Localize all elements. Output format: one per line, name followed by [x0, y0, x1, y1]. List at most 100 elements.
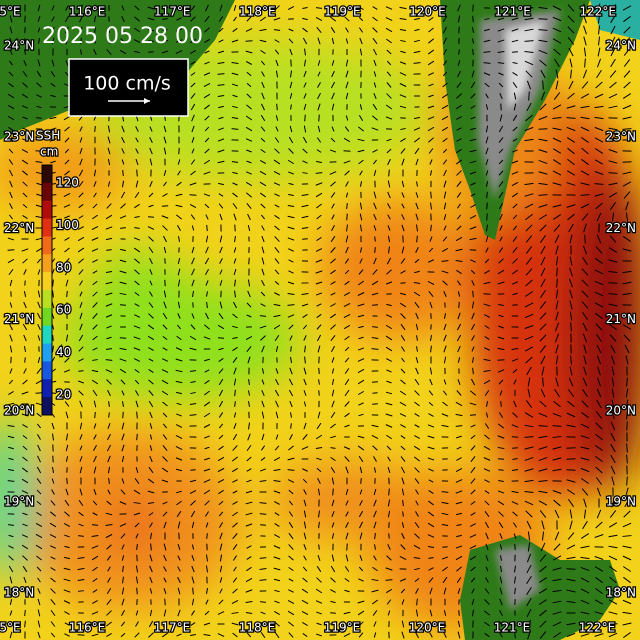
vector — [386, 49, 392, 55]
colorbar-swatch — [42, 290, 52, 309]
vector — [584, 58, 586, 68]
vector — [331, 126, 335, 132]
vector — [175, 347, 183, 351]
vector — [134, 478, 140, 484]
vector — [218, 500, 224, 506]
vector — [442, 26, 448, 34]
vector — [371, 381, 379, 383]
vector — [442, 566, 448, 572]
vector — [458, 26, 460, 34]
vector — [594, 556, 604, 560]
vector — [512, 458, 518, 460]
vector — [416, 235, 418, 243]
vector — [497, 347, 505, 351]
vector — [428, 567, 434, 571]
vector — [120, 203, 126, 209]
vector — [514, 631, 516, 639]
vector — [135, 390, 139, 396]
vector — [189, 347, 197, 351]
vector — [373, 225, 377, 231]
vector — [357, 445, 365, 451]
vector — [51, 16, 55, 22]
vector — [106, 588, 112, 594]
vector — [63, 192, 71, 198]
vector — [260, 445, 266, 451]
vector — [190, 16, 196, 22]
vector — [497, 28, 505, 32]
vector — [287, 226, 295, 230]
vector — [582, 322, 588, 332]
vector — [441, 523, 449, 527]
vector — [582, 245, 588, 255]
vector — [539, 565, 547, 573]
vector — [134, 191, 140, 199]
vector — [191, 137, 195, 143]
vector — [486, 401, 488, 407]
vector — [246, 566, 252, 572]
vector — [191, 313, 195, 319]
vector — [261, 92, 265, 100]
vector — [24, 357, 26, 363]
vector — [22, 192, 28, 198]
vector — [37, 631, 41, 639]
vector — [345, 192, 349, 198]
vector — [511, 181, 519, 187]
vector — [622, 566, 632, 572]
vector — [8, 214, 14, 220]
vector — [302, 621, 308, 627]
vector — [344, 170, 350, 176]
vector — [499, 544, 503, 550]
vector — [568, 278, 574, 288]
vector — [120, 38, 126, 44]
vector — [401, 477, 405, 485]
vector — [427, 534, 435, 538]
vector — [65, 5, 69, 11]
vector — [567, 400, 575, 408]
vector — [402, 499, 404, 507]
vector — [345, 235, 349, 243]
vector — [594, 633, 604, 637]
vector — [486, 191, 488, 199]
vector — [133, 27, 141, 33]
vector — [49, 522, 57, 528]
vector — [583, 25, 587, 35]
lat-label: 20°N — [4, 403, 34, 417]
vector — [553, 224, 561, 232]
vector — [191, 114, 195, 122]
vector — [373, 456, 377, 462]
vector — [524, 138, 534, 142]
vector — [470, 478, 476, 484]
vector — [315, 172, 323, 174]
vector — [77, 578, 85, 582]
vector — [580, 194, 590, 196]
colorbar-swatch — [42, 182, 52, 202]
vector — [91, 248, 99, 252]
vector — [525, 235, 533, 243]
vector — [608, 303, 618, 307]
vector — [92, 500, 98, 506]
vector — [176, 402, 182, 406]
vector — [413, 50, 421, 54]
vector — [596, 333, 602, 343]
vector — [415, 367, 419, 375]
vector — [234, 290, 236, 298]
vector — [287, 457, 295, 461]
vector — [164, 279, 166, 287]
vector — [387, 225, 391, 231]
vector — [542, 377, 544, 387]
vector — [358, 325, 364, 329]
vector — [119, 259, 127, 263]
vector — [189, 335, 197, 341]
vector — [511, 7, 519, 9]
vector — [219, 235, 223, 243]
vector — [204, 390, 210, 396]
vector — [176, 621, 182, 627]
vector — [455, 104, 463, 110]
vector — [554, 509, 560, 519]
vector — [205, 565, 209, 573]
vector — [149, 455, 153, 463]
vector — [538, 588, 548, 594]
vector — [567, 158, 575, 166]
vector — [301, 215, 309, 219]
vector — [346, 224, 348, 232]
